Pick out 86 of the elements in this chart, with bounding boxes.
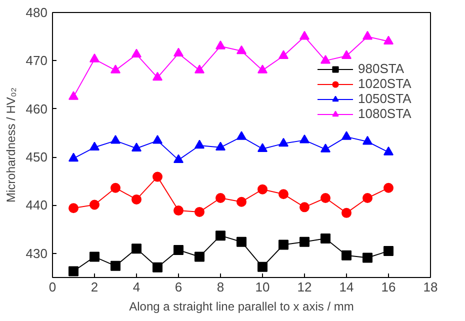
point [320,54,330,64]
y-tick-label: 440 [26,198,48,213]
point [258,262,268,272]
point [194,64,204,74]
point [342,208,352,218]
point [90,200,100,210]
point [152,262,162,272]
point [132,142,142,152]
point [258,64,268,74]
point [216,230,226,241]
point [152,172,162,182]
point [110,64,120,74]
point [110,182,120,193]
y-tick-label: 430 [26,246,48,261]
point [194,206,204,217]
point [320,144,330,152]
point [300,202,310,212]
y-tick-label: 460 [26,101,48,116]
point [68,152,78,162]
point [90,252,100,262]
x-axis-title: Along a straight line parallel to x axis / mm [129,300,354,314]
point [258,184,268,194]
point [278,50,288,59]
legend-label: 1080STA [358,106,412,121]
x-tick-label: 12 [297,280,312,294]
point [300,134,310,144]
point [384,36,394,45]
point [194,252,204,262]
legend-label: 1050STA [358,91,412,106]
point [152,134,162,144]
point [320,233,330,244]
legend-label: 1020STA [358,76,412,91]
point [384,146,394,156]
x-tick-label: 8 [216,280,224,294]
x-tick-label: 2 [90,280,98,294]
point [236,236,246,247]
point [384,182,394,193]
point [236,131,246,140]
point [194,140,204,149]
point [300,236,310,247]
point [90,142,100,151]
point [132,244,142,254]
point [174,245,184,256]
point [342,250,352,260]
point [68,266,78,276]
y-tick-label: 480 [26,5,48,20]
point [342,131,352,140]
point [174,206,184,216]
point [110,134,120,144]
point [258,143,268,152]
point [174,48,184,57]
point [362,30,372,40]
point [236,45,246,54]
point [384,246,394,256]
point [278,189,288,200]
point [236,196,246,207]
point [362,252,372,263]
x-tick-label: 10 [255,280,270,294]
legend-label: 980STA [358,61,404,76]
point [362,136,372,145]
point [132,194,142,204]
point [278,138,288,147]
x-tick-label: 6 [174,280,182,294]
point [174,154,184,164]
x-tick-label: 0 [48,280,56,294]
x-tick-label: 18 [423,280,438,294]
point [216,40,226,50]
x-tick-label: 4 [132,280,140,294]
y-tick-label: 470 [26,53,48,68]
point [320,193,330,203]
point [110,260,120,271]
point [68,91,78,100]
point [132,48,142,58]
point [362,193,372,203]
point [152,72,162,81]
x-tick-label: 14 [339,280,354,294]
point [342,50,352,59]
point [216,142,226,151]
x-tick-label: 16 [381,280,396,294]
y-tick-label: 450 [26,150,48,165]
point [90,54,100,62]
point [216,193,226,203]
point [278,240,288,250]
point [68,203,78,214]
y-axis-title: Microhardness / HV₀₂ [4,87,18,203]
point [300,30,310,40]
